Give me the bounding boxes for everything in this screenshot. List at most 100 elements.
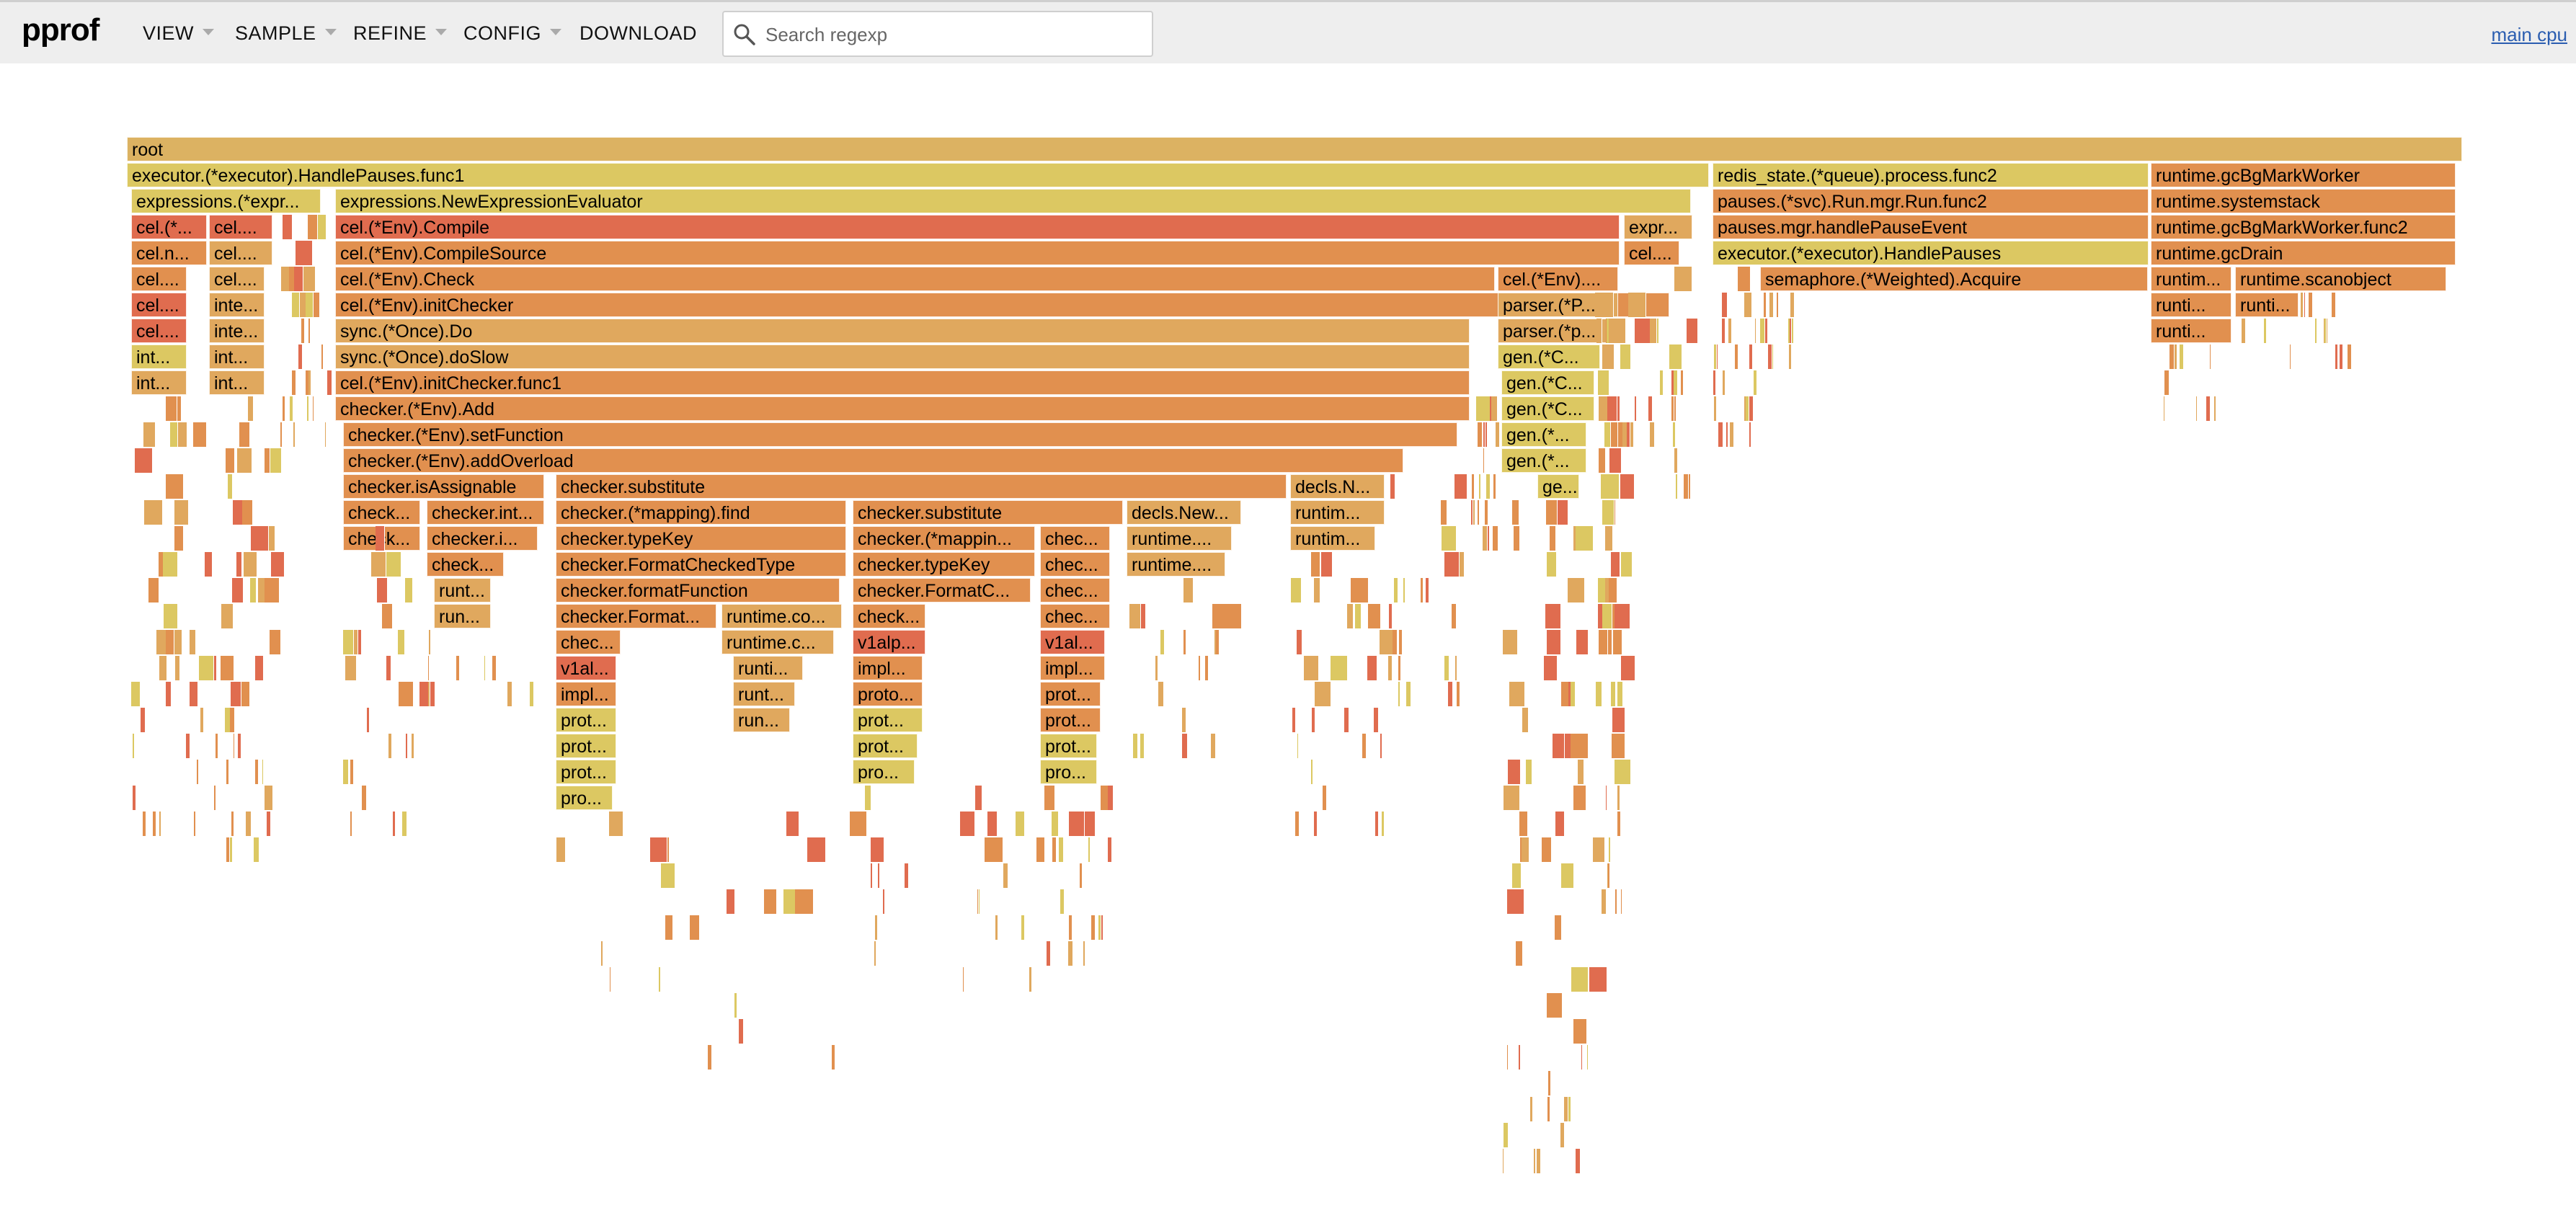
flame-frame[interactable]: int... <box>131 370 187 395</box>
flame-frame[interactable]: checker.substitute <box>556 474 1287 499</box>
flame-frame-small[interactable] <box>1544 656 1558 680</box>
flame-frame-small[interactable] <box>280 422 283 447</box>
flame-frame-small[interactable] <box>1503 1149 1504 1173</box>
flame-frame-small[interactable] <box>244 682 250 706</box>
flame-frame-small[interactable] <box>237 448 252 473</box>
flame-frame-small[interactable] <box>1560 1123 1565 1147</box>
flame-frame-small[interactable] <box>232 578 244 602</box>
flame-frame-small[interactable] <box>1571 682 1576 706</box>
flame-frame-small[interactable] <box>1760 319 1765 343</box>
flame-frame[interactable]: cel.... <box>209 267 265 291</box>
flame-frame-small[interactable] <box>1160 630 1165 654</box>
flame-frame[interactable]: check... <box>343 500 420 525</box>
flame-frame-small[interactable] <box>1485 422 1488 447</box>
flame-frame[interactable]: impl... <box>556 682 616 706</box>
flame-frame-small[interactable] <box>148 578 159 602</box>
flame-frame-small[interactable] <box>1323 786 1327 810</box>
flame-frame-small[interactable] <box>1593 837 1605 862</box>
flame-frame-small[interactable] <box>1486 474 1491 499</box>
flame-frame-small[interactable] <box>1069 812 1085 836</box>
flame-frame-small[interactable] <box>283 215 293 239</box>
flame-frame-small[interactable] <box>1723 370 1726 395</box>
flame-frame-small[interactable] <box>1617 812 1621 836</box>
flame-frame-small[interactable] <box>236 552 242 577</box>
flame-frame-small[interactable] <box>428 682 430 706</box>
flame-frame[interactable]: int... <box>131 344 187 369</box>
flame-frame-small[interactable] <box>1777 293 1779 317</box>
flame-frame-small[interactable] <box>1394 578 1398 602</box>
flame-frame-small[interactable] <box>412 734 414 758</box>
flame-frame-small[interactable] <box>1746 396 1749 421</box>
flame-frame-small[interactable] <box>1620 344 1631 369</box>
flame-frame-small[interactable] <box>221 656 234 680</box>
flame-frame-small[interactable] <box>1568 1097 1571 1121</box>
flame-frame-small[interactable] <box>1216 630 1220 654</box>
flame-frame-small[interactable] <box>1749 422 1751 447</box>
flame-frame-small[interactable] <box>1509 682 1525 706</box>
flame-frame[interactable]: cel.... <box>131 267 187 291</box>
flame-frame-small[interactable] <box>1158 682 1164 706</box>
flame-frame-small[interactable] <box>1314 578 1320 602</box>
flame-frame-small[interactable] <box>727 889 735 914</box>
flame-frame-small[interactable] <box>175 656 180 680</box>
flame-frame[interactable]: checker.(*mappin... <box>853 526 1035 551</box>
flame-frame-small[interactable] <box>205 552 213 577</box>
flame-frame[interactable]: check... <box>427 552 504 577</box>
flame-frame-small[interactable] <box>1478 422 1483 447</box>
flame-frame[interactable]: int... <box>209 344 265 369</box>
flame-frame-small[interactable] <box>1382 812 1385 836</box>
flame-frame-small[interactable] <box>865 786 871 810</box>
flame-frame-small[interactable] <box>267 448 282 473</box>
flame-frame-small[interactable] <box>1098 915 1101 940</box>
flame-frame[interactable]: ge... <box>1537 474 1579 499</box>
flame-frame-small[interactable] <box>1595 293 1614 317</box>
flame-frame-small[interactable] <box>1182 734 1188 758</box>
flame-frame[interactable]: runti... <box>2151 319 2231 343</box>
flame-frame-small[interactable] <box>393 812 396 836</box>
flame-frame-small[interactable] <box>1671 396 1674 421</box>
flame-frame-small[interactable] <box>1571 734 1589 758</box>
flame-frame-small[interactable] <box>1367 656 1377 680</box>
flame-frame-small[interactable] <box>1576 1149 1581 1173</box>
flame-frame-small[interactable] <box>248 396 254 421</box>
flame-frame-small[interactable] <box>1016 812 1025 836</box>
flame-frame-small[interactable] <box>878 863 880 888</box>
flame-frame-small[interactable] <box>1581 1045 1583 1070</box>
flame-frame-small[interactable] <box>905 863 909 888</box>
flame-frame-small[interactable] <box>1621 889 1622 914</box>
flame-frame-small[interactable] <box>200 708 204 732</box>
flame-frame[interactable]: check... <box>853 604 925 628</box>
flame-frame-small[interactable] <box>1421 578 1424 602</box>
flame-frame-small[interactable] <box>1615 889 1617 914</box>
flame-frame-small[interactable] <box>2214 396 2216 421</box>
flame-frame-small[interactable] <box>226 837 230 862</box>
flame-frame-small[interactable] <box>1507 1045 1509 1070</box>
flame-frame[interactable]: run... <box>733 708 790 732</box>
flame-frame[interactable]: checker.(*Env).Add <box>335 396 1470 421</box>
flame-frame-small[interactable] <box>1129 604 1141 628</box>
flame-frame-small[interactable] <box>1390 474 1395 499</box>
flame-frame[interactable]: runtime.gcDrain <box>2151 241 2456 265</box>
flame-frame-small[interactable] <box>301 319 305 343</box>
flame-frame[interactable]: runt... <box>434 578 491 602</box>
flame-frame-small[interactable] <box>166 474 184 499</box>
flame-frame[interactable]: checker.FormatCheckedType <box>556 552 846 577</box>
flame-frame[interactable]: prot... <box>556 708 616 732</box>
flame-frame-small[interactable] <box>1764 319 1768 343</box>
flame-frame-small[interactable] <box>345 656 357 680</box>
flame-frame-small[interactable] <box>268 786 273 810</box>
flame-frame-small[interactable] <box>1596 682 1602 706</box>
flame-frame-small[interactable] <box>1599 630 1608 654</box>
flame-frame-small[interactable] <box>1611 552 1620 577</box>
flame-frame[interactable]: pro... <box>556 786 613 810</box>
flame-frame-small[interactable] <box>308 319 311 343</box>
flame-frame[interactable]: prot... <box>853 708 923 732</box>
flame-frame-small[interactable] <box>734 993 737 1018</box>
flame-frame-small[interactable] <box>190 630 196 654</box>
flame-frame[interactable]: prot... <box>1040 682 1101 706</box>
flame-frame-small[interactable] <box>1606 786 1607 810</box>
flame-frame-small[interactable] <box>255 760 259 784</box>
flame-frame-small[interactable] <box>1744 293 1752 317</box>
flame-frame-small[interactable] <box>371 552 386 577</box>
menu-refine[interactable]: REFINE <box>353 22 448 45</box>
